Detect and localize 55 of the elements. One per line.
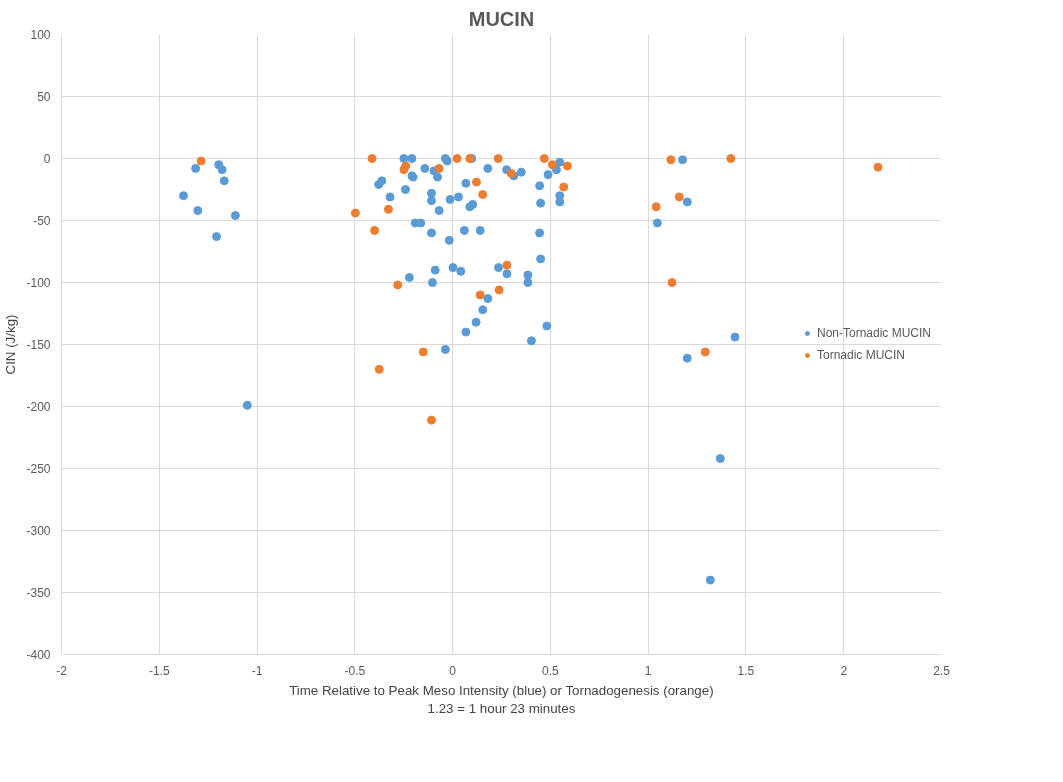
y-tick-label: -300 [26,524,51,538]
point [666,155,676,165]
point [367,154,377,163]
x-tick-label: -1 [251,663,263,678]
point [494,285,504,295]
point [539,154,549,163]
point [559,182,569,192]
y-tick-label: -150 [26,338,51,352]
x-tick-label: 1 [644,663,652,678]
point [667,278,677,287]
point [350,208,360,218]
x-tick-label: 0 [449,663,457,678]
point [478,189,488,199]
x-tick-label: 2 [840,663,848,678]
point [674,192,684,202]
y-tick-label: -100 [26,276,51,290]
x-tick-label: 0.5 [542,663,560,678]
point [700,347,710,357]
point [374,364,384,374]
point [393,280,403,290]
y-tick-label: -400 [26,648,51,662]
point [399,165,409,175]
point [471,177,481,187]
point [452,154,462,163]
point [726,154,736,163]
x-tick-label: -1.5 [148,663,170,678]
y-tick-label: -200 [26,400,51,414]
y-tick-label: 50 [37,90,51,104]
point [383,204,393,214]
y-tick-label: -350 [26,586,51,600]
legend-label: Tornadic MUCIN [816,348,905,362]
point [493,154,503,163]
y-axis-title: CIN (J/kg) [3,314,19,375]
x-tick-label: -2 [56,663,68,678]
legend-label: Non-Tornadic MUCIN [816,326,931,340]
point [475,290,485,300]
point [196,156,206,166]
point [370,225,380,235]
point [434,163,444,173]
y-tick-label: 100 [30,28,51,42]
y-tick-label: -250 [26,462,51,476]
x-tick-label: 2.5 [933,663,951,678]
point [418,347,428,357]
point [873,162,883,172]
point [651,202,661,212]
point [562,161,572,171]
x-axis-title: Time Relative to Peak Meso Intensity (blue) or Tornadogenesis (orange) 1.23 = 1 hour 23 minutes [289,682,714,716]
y-tick-label: 0 [43,152,51,166]
y-tick-label: -50 [33,214,51,228]
point [502,260,512,270]
x-tick-label: 1.5 [737,663,755,678]
point [547,160,557,170]
chart-title: MUCIN [468,7,535,30]
point [426,415,436,425]
x-tick-label: -0.5 [344,663,366,678]
